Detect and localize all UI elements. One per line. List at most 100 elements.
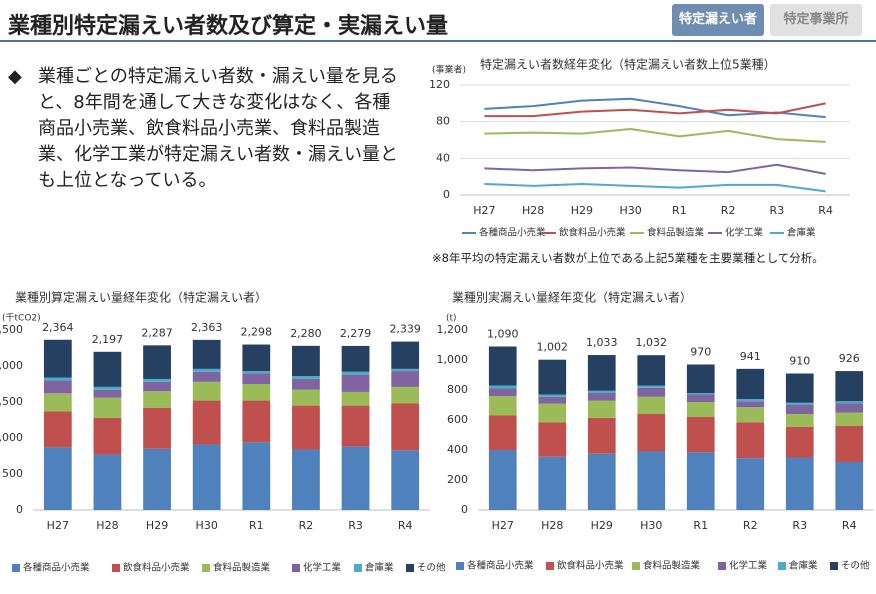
- bar-segment: [242, 442, 271, 510]
- total-label: 2,197: [92, 333, 124, 346]
- legend-label: 倉庫業: [365, 562, 394, 574]
- bar-segment: [143, 345, 171, 379]
- bar-segment: [785, 414, 814, 427]
- chart-title: 特定漏えい者数経年変化（特定漏えい者数上位5業種）: [480, 57, 776, 72]
- total-label: 2,280: [290, 327, 322, 340]
- y-tick-label: 2,500: [0, 323, 23, 336]
- bar-segment: [785, 405, 814, 414]
- bar-segment: [587, 393, 616, 401]
- y-tick-label: 800: [447, 383, 468, 396]
- bar-segment: [143, 391, 171, 408]
- legend-label: 化学工業: [303, 562, 342, 574]
- x-tick-label: R4: [818, 204, 833, 217]
- x-tick-label: R2: [743, 519, 758, 532]
- bar-segment: [93, 454, 122, 510]
- line-series: [484, 127, 826, 143]
- bar-segment: [192, 444, 221, 510]
- bar-segment: [292, 405, 320, 450]
- y-tick-label: 0: [461, 503, 468, 516]
- bar-segment: [686, 364, 715, 393]
- bar-segment: [93, 389, 122, 398]
- y-tick-label: 200: [447, 473, 468, 486]
- bar-segment: [637, 355, 666, 386]
- bar-segment: [143, 407, 171, 449]
- bar-segment: [538, 394, 567, 397]
- y-tick-label: 0: [443, 188, 450, 201]
- legend-label: 食料品製造業: [213, 562, 271, 574]
- bar-segment: [488, 396, 517, 416]
- bar-segment: [242, 344, 271, 372]
- x-tick-label: H28: [522, 204, 544, 217]
- bar-segment: [686, 393, 715, 395]
- bar-segment: [43, 380, 72, 394]
- slide-title: 業種別特定漏えい者数及び算定・実漏えい量: [8, 14, 449, 39]
- y-tick-label: 2,000: [0, 359, 23, 372]
- x-tick-label: H29: [146, 519, 168, 532]
- bar-segment: [341, 345, 370, 372]
- bar-segment: [391, 450, 420, 510]
- y-tick-label: 1,200: [437, 323, 469, 336]
- bar-segment: [43, 393, 72, 412]
- x-tick-label: R1: [249, 519, 264, 532]
- line-series: [484, 97, 826, 119]
- x-tick-label: H30: [640, 519, 662, 532]
- x-tick-label: H30: [196, 519, 218, 532]
- total-label: 2,298: [241, 326, 273, 339]
- bar-segment: [538, 396, 567, 404]
- y-tick-label: 40: [436, 151, 450, 164]
- bar-segment: [835, 401, 864, 404]
- total-label: 2,364: [42, 321, 74, 334]
- bar-segment: [835, 412, 864, 426]
- bar-segment: [292, 378, 320, 390]
- y-tick-label: 1,000: [0, 431, 23, 444]
- bar-segment: [835, 403, 864, 413]
- bar-segment: [391, 341, 420, 369]
- bar-segment: [93, 397, 122, 418]
- x-tick-label: H27: [473, 204, 495, 217]
- bar-segment: [686, 402, 715, 417]
- bar-segment: [192, 371, 221, 382]
- total-label: 2,287: [141, 326, 173, 339]
- tab-active[interactable]: 特定漏えい者: [672, 4, 764, 36]
- total-label: 1,033: [586, 336, 618, 349]
- bar-segment: [488, 450, 517, 510]
- tab[interactable]: 特定事業所: [770, 4, 862, 36]
- bar-segment: [43, 447, 72, 510]
- line-series: [484, 163, 826, 175]
- legend-swatch: [406, 564, 414, 572]
- bar-segment: [488, 346, 517, 386]
- x-tick-label: R1: [693, 519, 708, 532]
- bullet-text: 業種ごとの特定漏えい者数・漏えい量を見ると、8年間を通して大きな変化はなく、各種…: [38, 66, 398, 191]
- legend-swatch: [456, 562, 464, 570]
- bar-segment: [686, 417, 715, 453]
- legend-label: その他: [841, 560, 870, 572]
- x-tick-label: H30: [619, 204, 641, 217]
- bullet-marker: ◆: [8, 66, 22, 87]
- bar-segment: [292, 449, 320, 510]
- bar-segment: [242, 373, 271, 384]
- total-label: 970: [690, 346, 711, 359]
- bar-segment: [736, 401, 765, 408]
- legend-swatch: [292, 564, 300, 572]
- x-tick-label: R3: [792, 519, 807, 532]
- bar-segment: [93, 351, 122, 387]
- bar-segment: [637, 451, 666, 510]
- bar-segment: [587, 355, 616, 391]
- bar-segment: [43, 339, 72, 378]
- bar-segment: [93, 417, 122, 455]
- x-tick-label: H29: [591, 519, 613, 532]
- bar-segment: [391, 371, 420, 387]
- bar-segment: [538, 456, 567, 510]
- total-label: 2,363: [191, 321, 223, 334]
- bar-segment: [538, 359, 567, 395]
- total-label: 1,090: [487, 328, 519, 341]
- bar-segment: [43, 377, 72, 381]
- chart-title: 業種別算定漏えい量経年変化（特定漏えい者）: [15, 290, 267, 305]
- legend-label: 各種商品小売業: [467, 560, 534, 572]
- y-tick-label: 1,000: [437, 353, 469, 366]
- bar-segment: [292, 389, 320, 406]
- y-tick-label: 500: [2, 467, 23, 480]
- x-tick-label: H27: [47, 519, 69, 532]
- legend-label: 各種商品小売業: [23, 562, 90, 574]
